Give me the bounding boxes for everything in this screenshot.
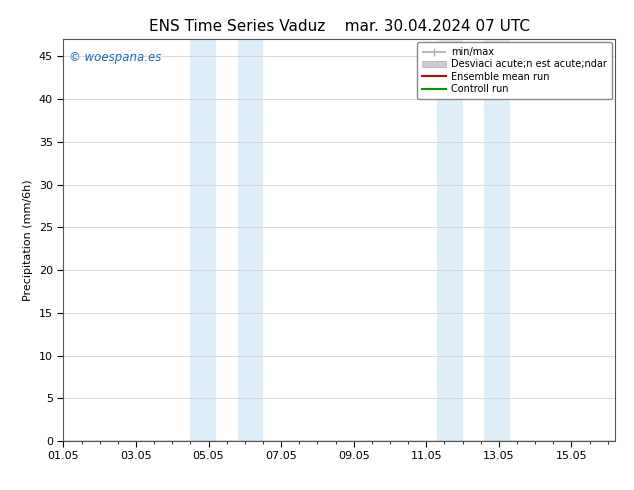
Bar — [484, 39, 510, 441]
Text: © woespana.es: © woespana.es — [69, 51, 161, 64]
Legend: min/max, Desviaci acute;n est acute;ndar, Ensemble mean run, Controll run: min/max, Desviaci acute;n est acute;ndar… — [417, 42, 612, 99]
Y-axis label: Precipitation (mm/6h): Precipitation (mm/6h) — [23, 179, 34, 301]
Bar — [437, 39, 463, 441]
Bar — [190, 39, 216, 441]
Title: ENS Time Series Vaduz    mar. 30.04.2024 07 UTC: ENS Time Series Vaduz mar. 30.04.2024 07… — [149, 19, 529, 34]
Bar — [238, 39, 263, 441]
